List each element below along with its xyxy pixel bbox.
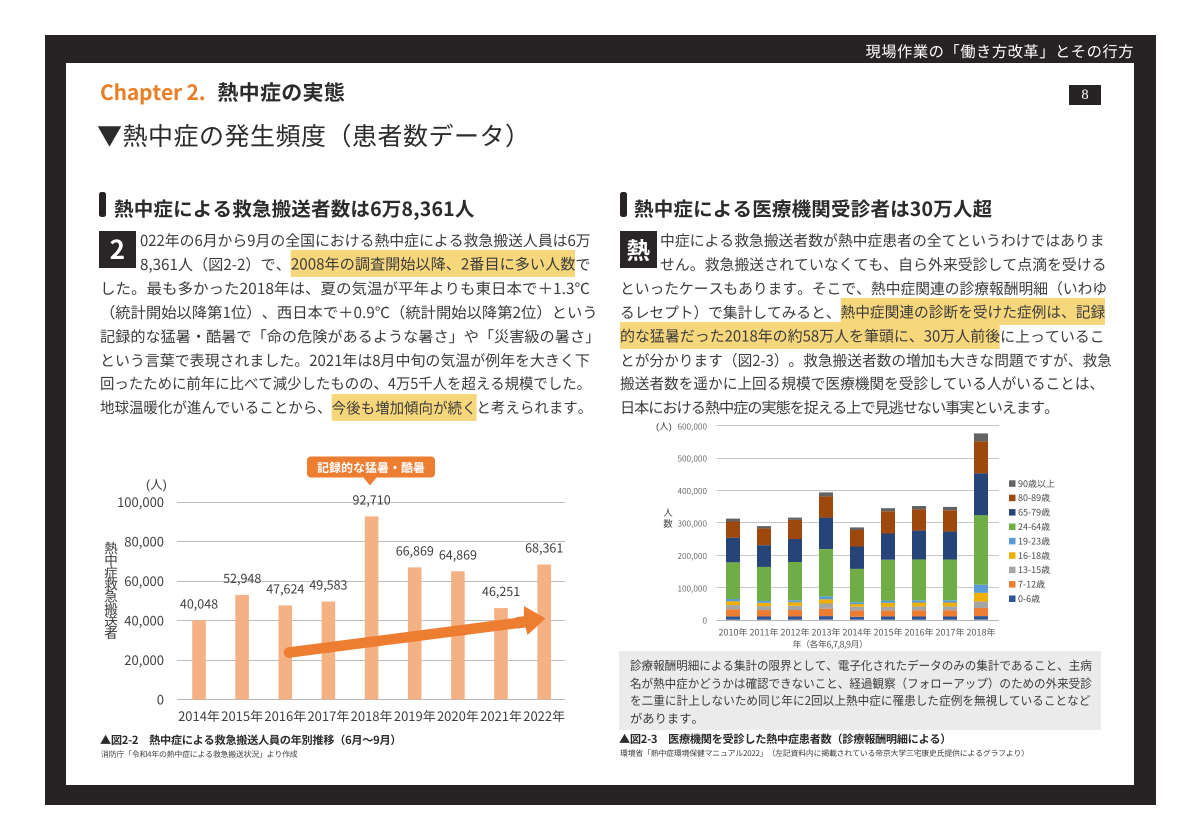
svg-text:46,251: 46,251 [482,581,520,600]
svg-text:者: 者 [104,622,118,642]
svg-text:症: 症 [104,561,118,581]
svg-text:搬: 搬 [104,598,118,618]
svg-text:2019年: 2019年 [394,706,436,725]
svg-text:68,361: 68,361 [525,538,563,557]
svg-text:2018年: 2018年 [967,626,996,639]
svg-text:0-6歳: 0-6歳 [1018,592,1040,605]
svg-text:19-23歳: 19-23歳 [1018,534,1050,547]
svg-text:64,869: 64,869 [439,544,477,563]
svg-text:(人): (人) [656,419,672,433]
svg-text:(人): (人) [146,474,167,493]
svg-text:13-15歳: 13-15歳 [1018,563,1050,576]
svg-text:60,000: 60,000 [124,571,164,590]
svg-text:2015年: 2015年 [874,626,903,639]
svg-text:80-89歳: 80-89歳 [1018,491,1050,504]
svg-text:中: 中 [104,549,118,569]
svg-text:数: 数 [663,516,673,530]
svg-text:100,000: 100,000 [117,492,164,511]
svg-text:7-12歳: 7-12歳 [1018,578,1045,591]
svg-text:92,710: 92,710 [353,489,391,508]
svg-text:20,000: 20,000 [124,650,164,669]
svg-text:送: 送 [104,610,118,630]
svg-text:人: 人 [663,505,673,519]
svg-text:2014年: 2014年 [178,706,220,725]
svg-text:600,000: 600,000 [677,420,707,432]
svg-text:2017年: 2017年 [307,706,349,725]
svg-text:24-64歳: 24-64歳 [1018,520,1050,533]
svg-text:2012年: 2012年 [781,626,810,639]
svg-text:52,948: 52,948 [223,568,261,587]
svg-text:年（各年6,7,8,9月）: 年（各年6,7,8,9月） [793,638,868,651]
svg-text:2020年: 2020年 [437,706,479,725]
svg-text:2021年: 2021年 [480,706,522,725]
svg-text:救: 救 [104,574,118,594]
svg-text:急: 急 [104,586,118,606]
svg-text:40,048: 40,048 [180,593,218,612]
svg-text:65-79歳: 65-79歳 [1018,506,1050,519]
svg-text:100,000: 100,000 [677,582,707,594]
svg-text:80,000: 80,000 [124,532,164,551]
svg-text:47,624: 47,624 [266,578,304,597]
svg-text:400,000: 400,000 [677,485,707,497]
svg-text:2013年: 2013年 [812,626,841,639]
svg-text:記録的な猛暑・酷暑: 記録的な猛暑・酷暑 [317,459,425,476]
svg-text:2011年: 2011年 [750,626,779,639]
svg-text:熱: 熱 [104,537,118,557]
svg-text:2018年: 2018年 [351,706,393,725]
svg-text:90歳以上: 90歳以上 [1018,477,1055,490]
svg-text:66,869: 66,869 [396,540,434,559]
svg-text:0: 0 [157,689,164,708]
svg-text:2017年: 2017年 [936,626,965,639]
svg-text:2010年: 2010年 [719,626,748,639]
svg-text:2016年: 2016年 [905,626,934,639]
svg-text:0: 0 [702,615,707,627]
svg-text:49,583: 49,583 [309,575,347,594]
svg-text:2015年: 2015年 [221,706,263,725]
svg-text:16-18歳: 16-18歳 [1018,549,1050,562]
svg-text:200,000: 200,000 [677,550,707,562]
svg-text:300,000: 300,000 [677,518,707,530]
svg-text:2016年: 2016年 [264,706,306,725]
svg-text:2022年: 2022年 [523,706,565,725]
svg-text:500,000: 500,000 [677,453,707,465]
svg-text:40,000: 40,000 [124,610,164,629]
svg-text:2014年: 2014年 [843,626,872,639]
